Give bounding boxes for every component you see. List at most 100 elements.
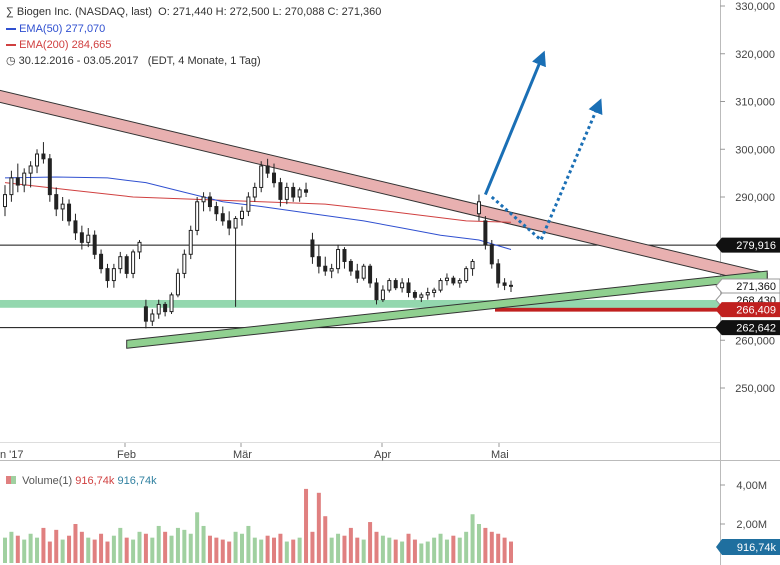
y-tick-label: 300,000 (735, 144, 775, 156)
candle (28, 161, 33, 188)
ema50-label: EMA(50) (19, 23, 63, 35)
volume-bar (323, 516, 328, 563)
volume-bar (86, 537, 91, 563)
volume-bar (35, 537, 40, 563)
volume-bar (124, 537, 129, 563)
candle (291, 182, 296, 202)
candle (470, 259, 475, 276)
candle-body (73, 220, 78, 234)
candle (259, 161, 264, 193)
volume-bar (278, 533, 283, 563)
volume-bar (304, 488, 309, 563)
ema50-swatch-icon (6, 28, 16, 31)
volume-tag-box (716, 539, 780, 555)
volume-bar (15, 535, 20, 563)
ema200-value: 284,665 (71, 39, 112, 51)
candle (195, 197, 200, 236)
volume-bar (214, 537, 219, 563)
candle (284, 182, 289, 205)
volume-bars (3, 488, 513, 563)
candle-body (92, 234, 97, 255)
clock-icon: ◷ (6, 55, 16, 67)
candle (175, 268, 180, 298)
legend-marker-icon: ∑ (6, 6, 14, 18)
volume-bar (246, 525, 251, 563)
candle-body (195, 201, 200, 231)
candle (188, 225, 193, 260)
candle-body (86, 234, 91, 243)
candle (355, 263, 360, 283)
candle (67, 199, 72, 226)
volume-bar (502, 537, 507, 563)
candle-body (496, 263, 501, 284)
candle (169, 292, 174, 314)
volume-label: Volume(1) (22, 475, 73, 487)
volume-bar (316, 492, 321, 563)
resistance-channel (0, 89, 768, 287)
legend-header: ∑ Biogen Inc. (NASDAQ, last) O: 271,440 … (6, 5, 381, 19)
candle-body (470, 260, 475, 270)
candle (92, 230, 97, 260)
candle (400, 278, 405, 293)
candle-body (156, 303, 161, 315)
candle-body (188, 229, 193, 255)
volume-bar (284, 541, 289, 563)
candle (118, 251, 123, 274)
candle (246, 192, 251, 217)
volume-bar (137, 531, 142, 563)
price-tag-label: 279,916 (736, 240, 776, 252)
candle-body (47, 158, 52, 196)
volume-bar (195, 512, 200, 563)
candle (374, 278, 379, 305)
support-zone (0, 299, 720, 308)
price-tag-label: 266,409 (736, 305, 776, 317)
candle-body (35, 153, 40, 167)
candle-body (163, 303, 168, 313)
candle-body (54, 194, 59, 210)
candle (35, 149, 40, 174)
candle (15, 163, 20, 193)
volume-tick-label: 2,00M (736, 519, 767, 531)
candle-body (316, 256, 321, 267)
bullish-arrow (483, 50, 546, 196)
price-tag-label: 262,642 (736, 323, 776, 335)
candle-body (131, 251, 136, 274)
candle-body (246, 196, 251, 212)
candle-body (182, 253, 187, 274)
price-tag: 262,642 (715, 320, 780, 336)
volume-bar (22, 539, 27, 563)
volume-value-down: 916,74k (75, 475, 115, 487)
candle-body (374, 282, 379, 301)
candle (143, 299, 148, 329)
volume-bar (393, 539, 398, 563)
candle-body (233, 217, 238, 229)
volume-bar (419, 543, 424, 563)
candle (297, 187, 302, 202)
candle-body (509, 284, 513, 287)
volume-bar (47, 541, 52, 563)
candle (489, 239, 494, 269)
volume-bar (67, 535, 72, 563)
candle-body (368, 265, 373, 284)
y-tick-label: 320,000 (735, 49, 775, 61)
candle (207, 192, 212, 212)
volume-bar (374, 531, 379, 563)
ema50-line (4, 176, 512, 251)
candle (342, 247, 347, 269)
volume-bar (464, 531, 469, 563)
candle (272, 163, 277, 188)
candle (233, 216, 238, 307)
alternative-arrow (490, 98, 603, 243)
candle-body (169, 294, 174, 313)
candle-body (111, 268, 116, 282)
legend-ema200: EMA(200) 284,665 (6, 38, 111, 52)
candle-body (9, 177, 14, 196)
volume-bar (425, 541, 430, 563)
volume-bar (131, 539, 136, 563)
candle-body (400, 282, 405, 289)
volume-bar (387, 537, 392, 563)
volume-down-swatch-icon (6, 476, 11, 484)
volume-bar (355, 537, 360, 563)
volume-bar (239, 533, 244, 563)
